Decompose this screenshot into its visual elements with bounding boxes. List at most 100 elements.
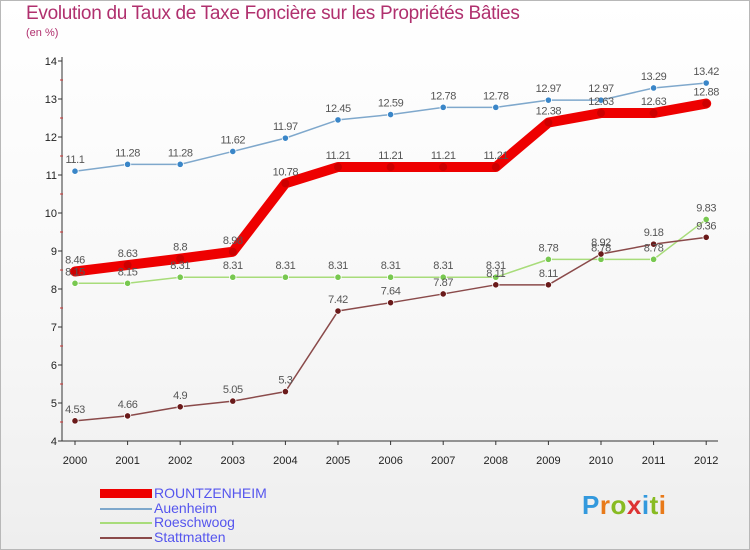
y-tick-label: 13 xyxy=(45,94,57,106)
data-label: 8.46 xyxy=(65,255,85,267)
data-label: 12.63 xyxy=(588,96,614,108)
x-tick-label: 2002 xyxy=(168,455,192,467)
data-label: 12.97 xyxy=(588,83,614,95)
data-point xyxy=(649,240,658,248)
data-point xyxy=(544,255,553,263)
data-label: 8.11 xyxy=(539,268,558,280)
data-point xyxy=(386,273,395,281)
logo-letter: i xyxy=(641,490,650,520)
legend-swatch xyxy=(100,522,152,524)
data-point xyxy=(386,110,395,119)
legend-item-rountzenheim: ROUNTZENHEIM xyxy=(100,485,360,501)
data-point xyxy=(702,99,711,108)
y-tick-label: 14 xyxy=(45,56,57,68)
legend-item-auenheim: Auenheim xyxy=(100,500,360,516)
data-label: 12.45 xyxy=(325,103,351,115)
data-label: 11.21 xyxy=(378,150,403,162)
data-point xyxy=(702,79,710,87)
data-point xyxy=(492,103,500,111)
x-tick-label: 2007 xyxy=(431,455,455,467)
data-point xyxy=(439,103,447,111)
data-point xyxy=(334,116,342,124)
data-label: 8.78 xyxy=(538,242,558,254)
data-label: 8.31 xyxy=(486,260,506,272)
data-point xyxy=(649,84,658,92)
data-point xyxy=(229,397,237,405)
data-label: 12.78 xyxy=(483,90,509,102)
data-point xyxy=(439,163,448,172)
data-label: 8.78 xyxy=(644,242,664,254)
data-label: 12.63 xyxy=(641,96,667,108)
data-label: 13.29 xyxy=(641,71,667,83)
data-label: 8.31 xyxy=(433,260,453,272)
data-label: 5.05 xyxy=(223,384,243,396)
data-point xyxy=(176,160,184,168)
data-point xyxy=(71,167,79,175)
data-label: 8.31 xyxy=(170,260,190,272)
data-label: 4.66 xyxy=(118,399,138,411)
logo-letter: P xyxy=(582,490,600,520)
proxiti-logo: Proxiti xyxy=(582,490,666,521)
data-point xyxy=(544,281,553,289)
data-point xyxy=(649,109,658,118)
data-point xyxy=(281,387,289,396)
data-point xyxy=(71,267,79,276)
data-point xyxy=(544,118,553,127)
data-point xyxy=(176,403,184,411)
data-label: 12.38 xyxy=(536,106,562,118)
data-label: 11.21 xyxy=(483,150,508,162)
data-label: 11.97 xyxy=(273,121,298,133)
data-point xyxy=(649,255,658,263)
data-label: 10.78 xyxy=(273,166,299,178)
data-label: 12.88 xyxy=(693,87,719,99)
data-point xyxy=(229,273,237,281)
data-label: 12.78 xyxy=(430,90,456,102)
x-tick-label: 2011 xyxy=(642,455,666,467)
series-line-rountzenheim xyxy=(70,98,712,277)
y-tick-label: 7 xyxy=(51,322,57,334)
data-label: 9.36 xyxy=(696,220,716,232)
legend-label: Stattmatten xyxy=(154,528,226,545)
data-label: 13.42 xyxy=(693,66,719,78)
x-tick-label: 2005 xyxy=(326,455,350,467)
data-point xyxy=(702,233,710,241)
data-point xyxy=(492,273,500,281)
data-point xyxy=(597,109,605,118)
data-label: 4.9 xyxy=(173,390,187,402)
data-label: 7.87 xyxy=(433,277,453,289)
x-tick-label: 2000 xyxy=(63,455,87,467)
logo-letter: o xyxy=(610,490,627,520)
data-point xyxy=(281,179,290,188)
data-label: 8.31 xyxy=(328,260,348,272)
data-label: 9.18 xyxy=(644,227,664,239)
data-point xyxy=(492,281,500,289)
data-point xyxy=(334,163,342,172)
data-point xyxy=(124,412,132,420)
data-label: 9.83 xyxy=(696,202,716,214)
data-point xyxy=(124,279,132,287)
logo-letter: x xyxy=(626,490,642,520)
y-tick-label: 6 xyxy=(51,360,57,372)
data-point xyxy=(176,254,185,263)
data-label: 7.42 xyxy=(328,294,348,306)
legend-label: Roeschwoog xyxy=(154,514,235,530)
data-label: 8.92 xyxy=(591,237,611,249)
y-tick-label: 9 xyxy=(51,246,57,258)
data-point xyxy=(702,215,710,224)
data-label: 4.53 xyxy=(65,404,85,416)
data-label: 8.31 xyxy=(275,260,295,272)
data-label: 12.59 xyxy=(378,98,404,110)
y-tick-label: 11 xyxy=(46,170,57,182)
data-label: 11.62 xyxy=(220,134,245,146)
data-point xyxy=(386,163,395,172)
data-point xyxy=(124,160,132,168)
legend-swatch xyxy=(100,489,152,498)
x-tick-label: 2009 xyxy=(536,455,560,467)
data-point xyxy=(229,147,237,156)
data-label: 8.63 xyxy=(118,248,138,260)
data-label: 11.1 xyxy=(66,154,85,166)
y-tick-label: 4 xyxy=(51,436,57,448)
data-point xyxy=(228,247,237,256)
chart-subtitle: (en %) xyxy=(26,27,59,39)
y-tick-label: 8 xyxy=(51,284,57,296)
